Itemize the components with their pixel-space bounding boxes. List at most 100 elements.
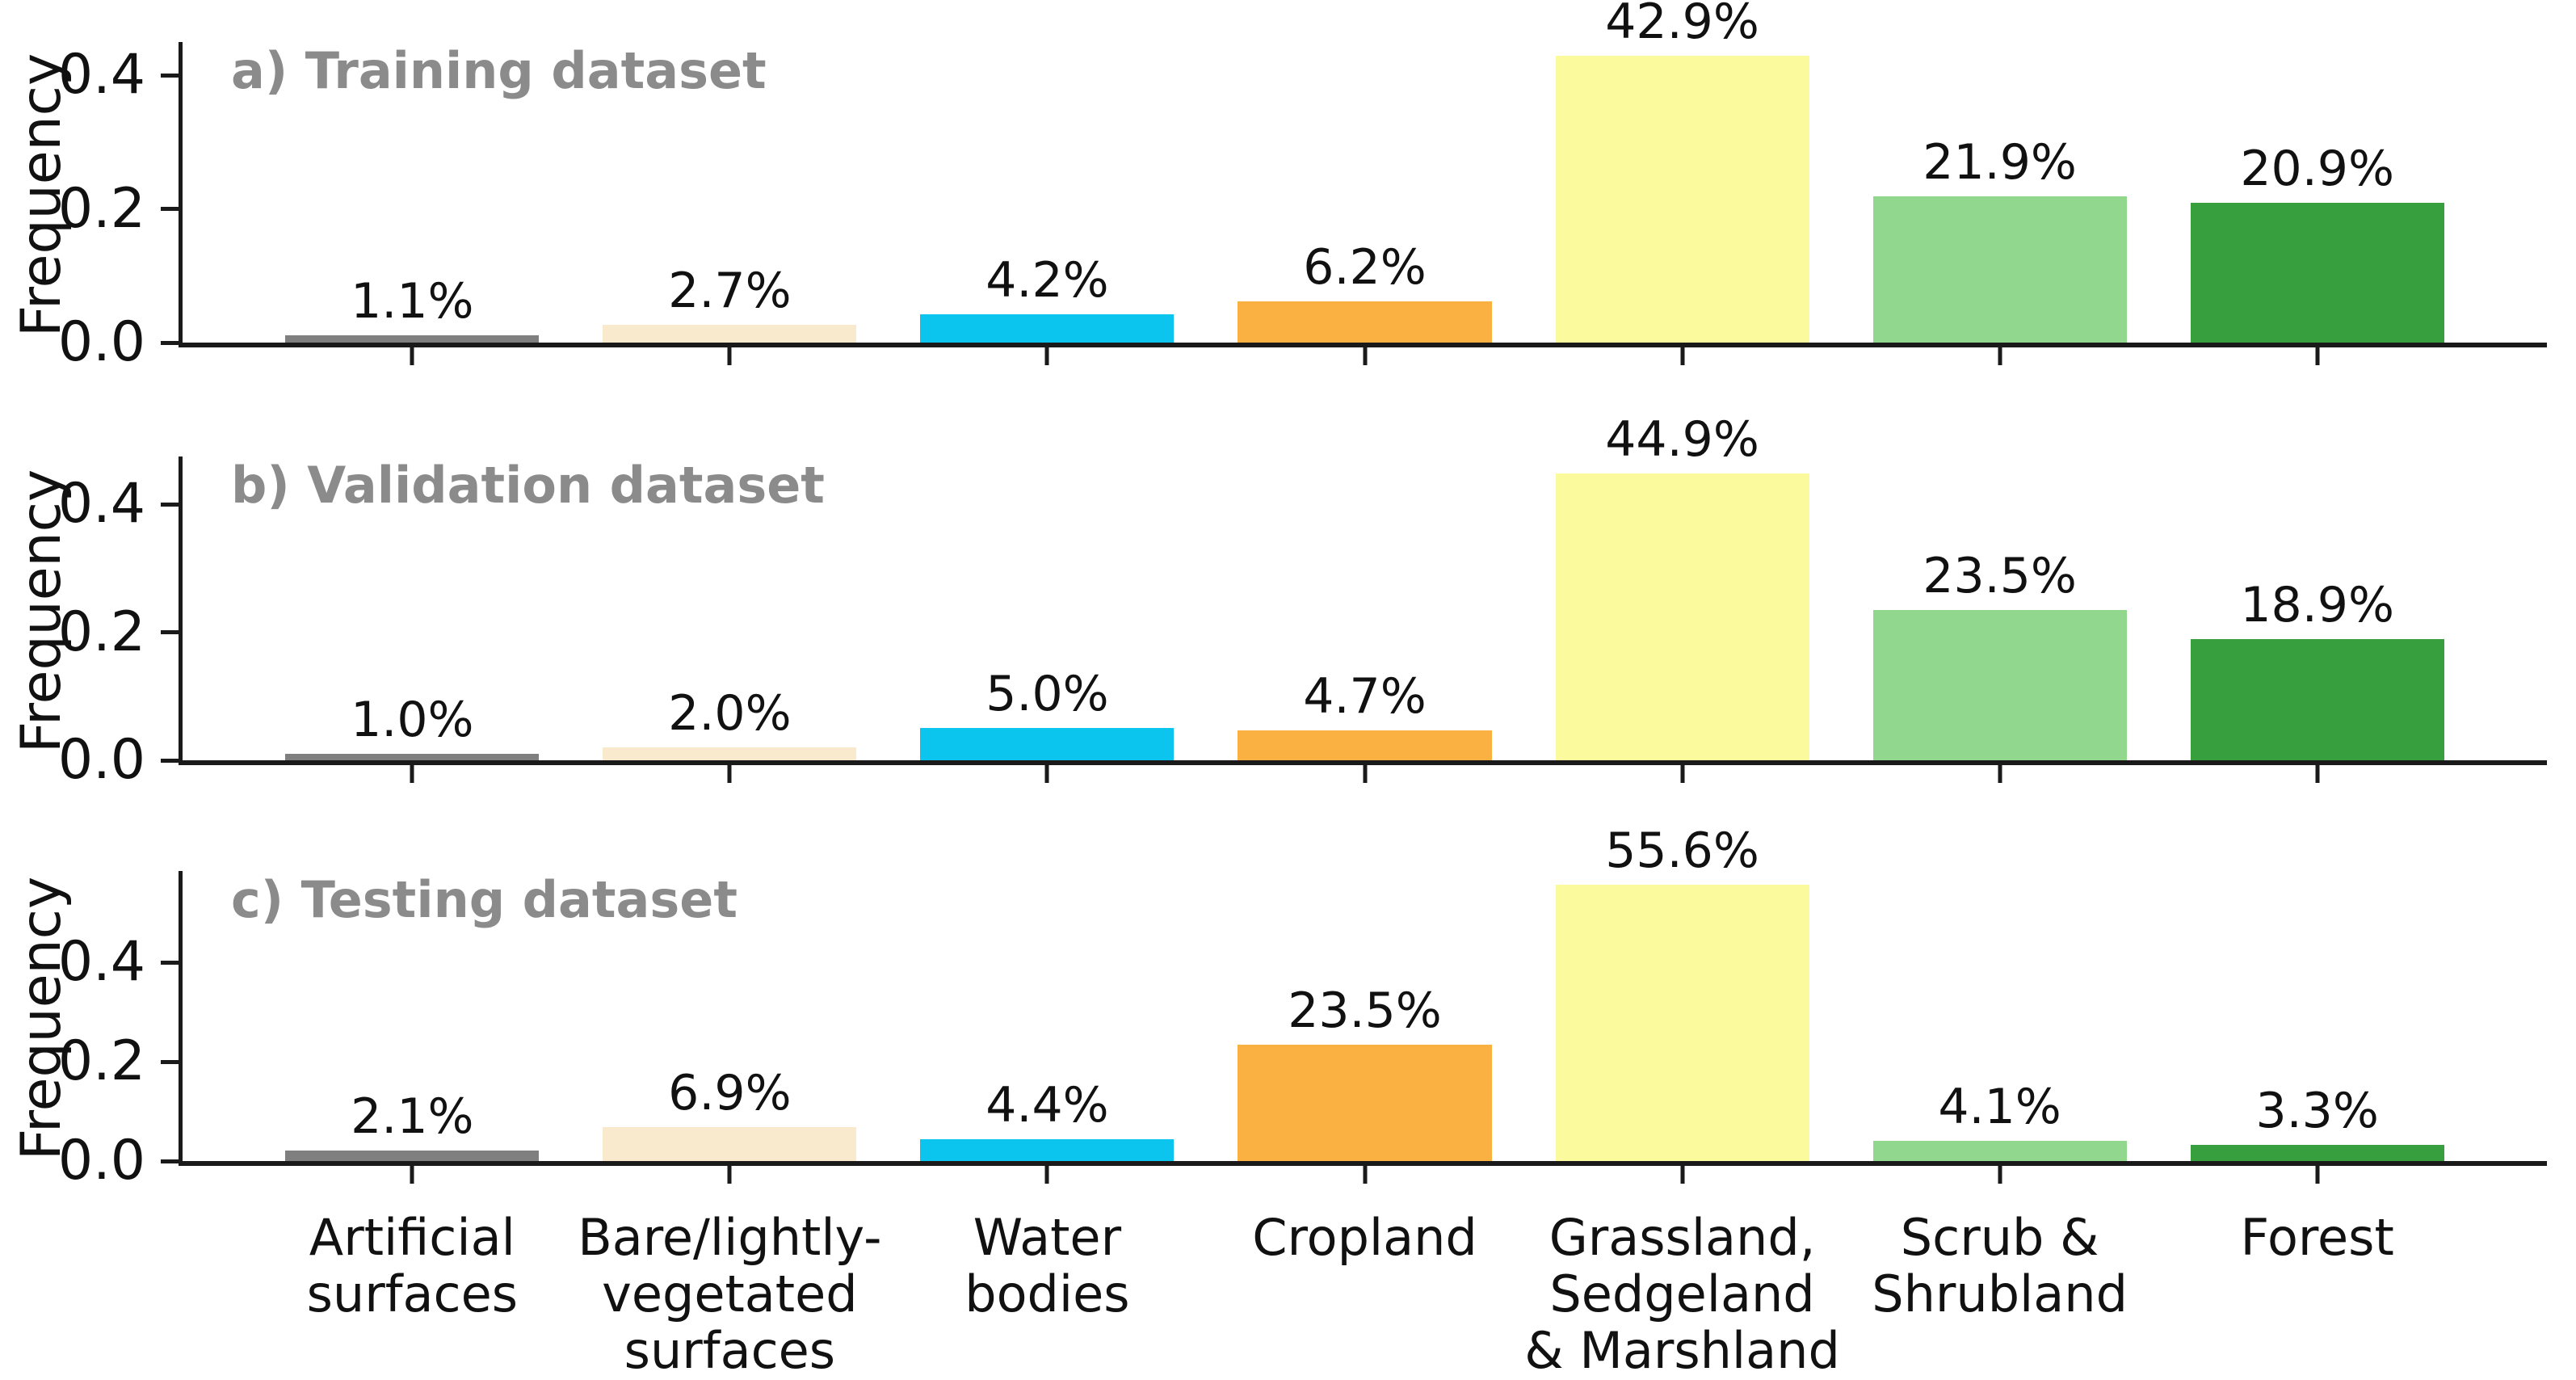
y-tick-mark [161, 960, 179, 965]
x-tick-water-bodies [1044, 347, 1049, 365]
bar-value-artificial-surfaces: 1.0% [351, 692, 474, 749]
y-tick-label: 0.2 [57, 600, 145, 664]
bar-value-water-bodies: 4.2% [985, 252, 1109, 309]
bar-scrub-shrubland [1872, 1140, 2127, 1161]
bar-cropland [1238, 301, 1492, 343]
y-tick-label: 0.4 [57, 472, 145, 536]
bar-value-bare-lightly-vegetated-surfaces: 6.9% [668, 1064, 792, 1121]
x-tick-grassland-sedgeland-marshland [1680, 1166, 1685, 1184]
y-tick-label: 0.0 [57, 310, 145, 374]
bar-scrub-shrubland [1872, 609, 2127, 760]
panel-training: Frequency a) Training dataset 0.0 0.2 0.4 1… [0, 0, 2576, 370]
bar-water-bodies [920, 1138, 1175, 1161]
bar-value-scrub-shrubland: 21.9% [1923, 133, 2077, 191]
y-tick-mark [161, 1159, 179, 1163]
bar-value-water-bodies: 5.0% [985, 666, 1109, 723]
bar-grassland-sedgeland-marshland [1555, 885, 1809, 1161]
y-axis-label: Frequency [10, 876, 74, 1161]
x-tick-forest [2315, 1166, 2320, 1184]
x-axis-labels: Artificial surfaces Bare/lightly- vegetat… [183, 1208, 2547, 1378]
bar-bare-lightly-vegetated-surfaces [603, 747, 857, 760]
panel-title-validation: b) Validation dataset [231, 456, 825, 515]
x-tick-scrub-shrubland [1998, 347, 2002, 365]
bar-value-grassland-sedgeland-marshland: 42.9% [1605, 0, 1759, 51]
x-tick-water-bodies [1044, 1166, 1049, 1184]
bar-value-forest: 3.3% [2255, 1082, 2379, 1139]
bar-value-bare-lightly-vegetated-surfaces: 2.7% [668, 262, 792, 319]
y-tick-label: 0.4 [57, 43, 145, 107]
x-label-artificial-surfaces: Artificial surfaces [306, 1208, 519, 1324]
y-tick-mark [161, 630, 179, 635]
bar-cropland [1238, 1044, 1492, 1161]
x-tick-forest [2315, 347, 2320, 365]
y-tick-mark [161, 758, 179, 763]
y-tick-label: 0.2 [57, 176, 145, 241]
x-tick-cropland [1363, 347, 1367, 365]
bar-value-artificial-surfaces: 2.1% [351, 1088, 474, 1146]
bar-value-grassland-sedgeland-marshland: 44.9% [1605, 410, 1759, 468]
x-tick-grassland-sedgeland-marshland [1680, 765, 1685, 783]
y-tick-mark [161, 1059, 179, 1064]
bar-grassland-sedgeland-marshland [1555, 473, 1809, 760]
x-tick-grassland-sedgeland-marshland [1680, 347, 1685, 365]
x-tick-cropland [1363, 1166, 1367, 1184]
y-tick-mark [161, 207, 179, 212]
x-label-water-bodies: Water bodies [964, 1208, 1130, 1324]
x-tick-forest [2315, 765, 2320, 783]
bar-value-cropland: 23.5% [1288, 982, 1442, 1039]
bar-water-bodies [920, 728, 1175, 760]
y-tick-label: 0.0 [57, 1129, 145, 1193]
bar-artificial-surfaces [285, 754, 540, 760]
x-label-cropland: Cropland [1252, 1208, 1477, 1267]
bar-value-water-bodies: 4.4% [985, 1076, 1109, 1134]
bar-water-bodies [920, 314, 1175, 343]
x-label-grassland-sedgeland-marshland: Grassland, Sedgeland & Marshland [1524, 1208, 1840, 1380]
x-label-bare-lightly-vegetated-surfaces: Bare/lightly- vegetated surfaces [578, 1208, 882, 1380]
bar-value-scrub-shrubland: 4.1% [1938, 1078, 2061, 1135]
bar-value-scrub-shrubland: 23.5% [1923, 547, 2077, 604]
panel-validation: Frequency b) Validation dataset 0.0 0.2 0.… [0, 415, 2576, 788]
panel-testing: Frequency c) Testing dataset 0.0 0.2 0.4 2.… [0, 827, 2576, 1189]
bar-value-cropland: 6.2% [1303, 238, 1427, 296]
bar-cropland [1238, 730, 1492, 760]
bar-value-grassland-sedgeland-marshland: 55.6% [1605, 823, 1759, 880]
x-tick-artificial-surfaces [410, 765, 414, 783]
y-tick-mark [161, 340, 179, 345]
bar-artificial-surfaces [285, 334, 540, 343]
bar-forest [2190, 203, 2444, 343]
x-tick-bare-lightly-vegetated-surfaces [727, 347, 732, 365]
bar-grassland-sedgeland-marshland [1555, 56, 1809, 343]
x-tick-scrub-shrubland [1998, 1166, 2002, 1184]
x-tick-water-bodies [1044, 765, 1049, 783]
y-tick-label: 0.4 [57, 930, 145, 995]
x-tick-cropland [1363, 765, 1367, 783]
x-label-scrub-shrubland: Scrub & Shrubland [1872, 1208, 2128, 1324]
bar-bare-lightly-vegetated-surfaces [603, 324, 857, 343]
panel-title-training: a) Training dataset [231, 41, 767, 100]
bar-forest [2190, 639, 2444, 760]
bar-value-cropland: 4.7% [1303, 667, 1427, 725]
x-tick-bare-lightly-vegetated-surfaces [727, 1166, 732, 1184]
x-tick-artificial-surfaces [410, 347, 414, 365]
bar-artificial-surfaces [285, 1151, 540, 1161]
bar-value-artificial-surfaces: 1.1% [351, 272, 474, 330]
bar-value-bare-lightly-vegetated-surfaces: 2.0% [668, 685, 792, 743]
y-tick-label: 0.0 [57, 728, 145, 792]
bar-forest [2190, 1144, 2444, 1161]
bar-value-forest: 20.9% [2240, 141, 2394, 198]
y-tick-mark [161, 73, 179, 78]
plot-area-testing: c) Testing dataset 0.0 0.2 0.4 2.1% 6.9% 4.4%… [58, 827, 2547, 1189]
bar-bare-lightly-vegetated-surfaces [603, 1126, 857, 1161]
y-tick-mark [161, 502, 179, 507]
x-label-forest: Forest [2240, 1208, 2394, 1267]
x-tick-bare-lightly-vegetated-surfaces [727, 765, 732, 783]
bar-scrub-shrubland [1872, 196, 2127, 343]
panel-title-testing: c) Testing dataset [231, 870, 738, 929]
plot-area-validation: b) Validation dataset 0.0 0.2 0.4 1.0% 2.0% 5… [58, 415, 2547, 788]
x-tick-scrub-shrubland [1998, 765, 2002, 783]
x-tick-artificial-surfaces [410, 1166, 414, 1184]
y-tick-label: 0.2 [57, 1029, 145, 1094]
bar-value-forest: 18.9% [2240, 577, 2394, 634]
plot-area-training: a) Training dataset 0.0 0.2 0.4 1.1% 2.7% 4.2… [58, 0, 2547, 370]
